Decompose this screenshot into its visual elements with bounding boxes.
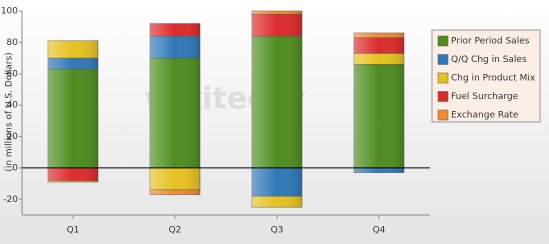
y-tick-label: 100 xyxy=(1,7,18,17)
legend-swatch xyxy=(437,109,449,121)
legend xyxy=(431,29,541,123)
bar-shine xyxy=(48,180,98,183)
bar-shine xyxy=(252,36,302,168)
bar-shine xyxy=(150,167,200,190)
legend-swatch xyxy=(437,35,449,47)
legend-label: Q/Q Chg in Sales xyxy=(451,55,527,65)
y-tick-label: 40 xyxy=(7,101,19,111)
bar-shine xyxy=(252,11,302,15)
bar-shine xyxy=(354,64,404,168)
x-tick-label: Q3 xyxy=(271,226,284,236)
bar-shine xyxy=(48,40,98,59)
bar-shine xyxy=(252,196,302,208)
legend-label: Fuel Surcharge xyxy=(451,92,519,102)
y-tick-label: 60 xyxy=(7,69,19,79)
legend-label: Exchange Rate xyxy=(451,111,519,121)
x-tick-label: Q2 xyxy=(169,226,182,236)
bar-shine xyxy=(252,14,302,37)
bar-shine xyxy=(354,167,404,173)
bar-shine xyxy=(252,167,302,197)
bar-shine xyxy=(48,58,98,70)
bar-shine xyxy=(150,36,200,59)
bar-shine xyxy=(354,53,404,65)
legend-label: Chg in Product Mix xyxy=(451,74,536,84)
y-tick-label: 0 xyxy=(12,163,18,173)
bar-shine xyxy=(48,167,98,181)
legend-swatch xyxy=(437,54,449,65)
bar-shine xyxy=(354,37,404,54)
y-axis-label: (in millions of U.S. Dollars) xyxy=(5,52,15,171)
x-tick-label: Q4 xyxy=(373,226,386,236)
legend-swatch xyxy=(437,91,449,102)
legend-swatch xyxy=(437,72,449,84)
bar-shine xyxy=(150,23,200,37)
bar-shine xyxy=(48,69,98,168)
y-tick-label: 20 xyxy=(7,132,19,142)
y-tick-label: 80 xyxy=(7,38,19,48)
bar-shine xyxy=(150,189,200,195)
y-tick-label: -20 xyxy=(3,195,18,205)
legend-label: Prior Period Sales xyxy=(451,37,530,47)
x-tick-label: Q1 xyxy=(67,226,80,236)
bar-shine xyxy=(354,32,404,38)
bar-shine xyxy=(150,58,200,168)
